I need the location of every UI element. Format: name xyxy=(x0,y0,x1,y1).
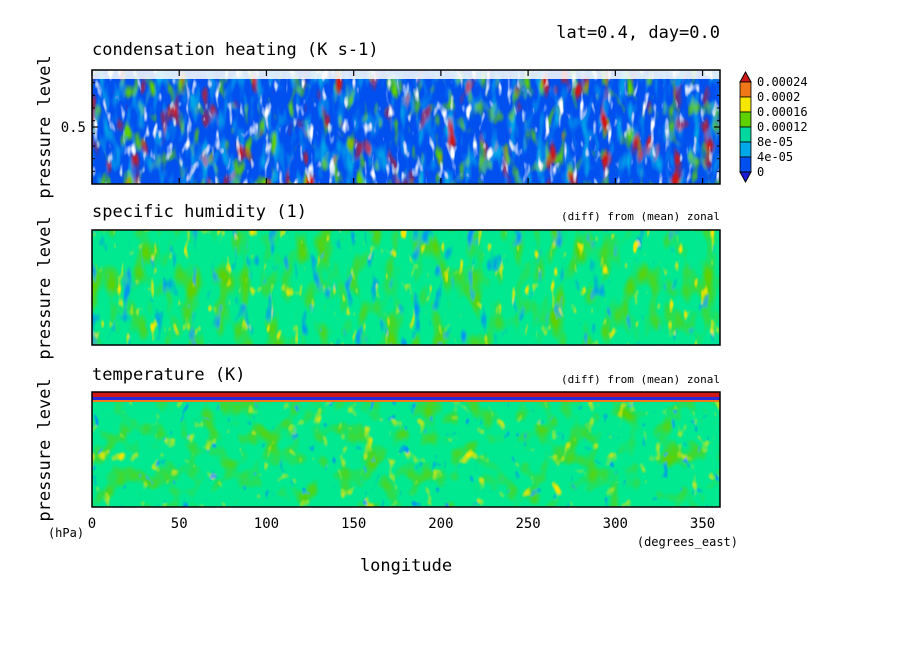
panel-title: temperature (K) xyxy=(92,365,246,385)
heatmap-blotches xyxy=(92,230,720,345)
colorbar-label: 0.00024 xyxy=(757,75,808,89)
panel-temperature: temperature (K) (diff) from (mean) zonal… xyxy=(35,365,721,532)
panel-specific-humidity: specific humidity (1) (diff) from (mean)… xyxy=(35,202,721,360)
colorbar-label: 0.0002 xyxy=(757,90,800,104)
y-axis-label: pressure level xyxy=(35,55,55,198)
x-axis-units: (degrees_east) xyxy=(637,535,738,549)
x-tick-label: 250 xyxy=(515,516,540,532)
y-axis-label: pressure level xyxy=(35,216,55,359)
x-tick-label: 50 xyxy=(171,516,188,532)
panel-condensation-heating: condensation heating (K s-1) 0.5 pressur… xyxy=(35,40,808,199)
y-tick-label: 0.5 xyxy=(61,120,86,136)
panel-subtitle: (diff) from (mean) zonal xyxy=(561,373,720,386)
heatmap-top-band xyxy=(92,70,720,79)
heatmap-top-orange xyxy=(92,400,720,402)
x-tick-label: 0 xyxy=(88,516,96,532)
colorbar-min-arrow xyxy=(739,171,752,184)
x-tick-label: 150 xyxy=(341,516,366,532)
panel-subtitle: (diff) from (mean) zonal xyxy=(561,210,720,223)
colorbar-label: 0.00016 xyxy=(757,105,808,119)
x-tick-label: 350 xyxy=(690,516,715,532)
colorbar-swatch xyxy=(739,96,752,113)
colorbar-max-arrow xyxy=(739,70,752,83)
colorbar-label: 0 xyxy=(757,165,764,179)
heatmap-top-blue xyxy=(92,397,720,400)
heatmap-blotches xyxy=(92,70,720,184)
x-tick-label: 100 xyxy=(254,516,279,532)
plot-frame xyxy=(91,391,721,508)
heatmap-blotches xyxy=(92,392,720,507)
y-axis: 0.5 xyxy=(61,69,720,185)
colorbar-label: 0.00012 xyxy=(757,120,808,134)
y-axis-label: pressure level xyxy=(35,378,55,521)
x-tick-label: 300 xyxy=(603,516,628,532)
panel-title: condensation heating (K s-1) xyxy=(92,40,379,60)
colorbar-swatch xyxy=(739,156,752,173)
heatmap-top-red xyxy=(92,392,720,397)
colorbar-label: 4e-05 xyxy=(757,150,793,164)
x-tick-label: 200 xyxy=(428,516,453,532)
colorbar-swatch xyxy=(739,141,752,158)
colorbar-label: 8e-05 xyxy=(757,135,793,149)
y-axis-units: (hPa) xyxy=(48,526,84,540)
panel-title: specific humidity (1) xyxy=(92,202,307,222)
colorbar-swatch xyxy=(739,111,752,128)
x-axis-label: longitude xyxy=(360,556,452,576)
colorbar-swatch xyxy=(739,81,752,98)
plot-frame xyxy=(91,229,721,346)
figure-info: lat=0.4, day=0.0 xyxy=(556,23,720,43)
x-axis: 0 50 100 150 200 250 300 350 xyxy=(88,516,715,532)
colorbar-swatch xyxy=(739,126,752,143)
